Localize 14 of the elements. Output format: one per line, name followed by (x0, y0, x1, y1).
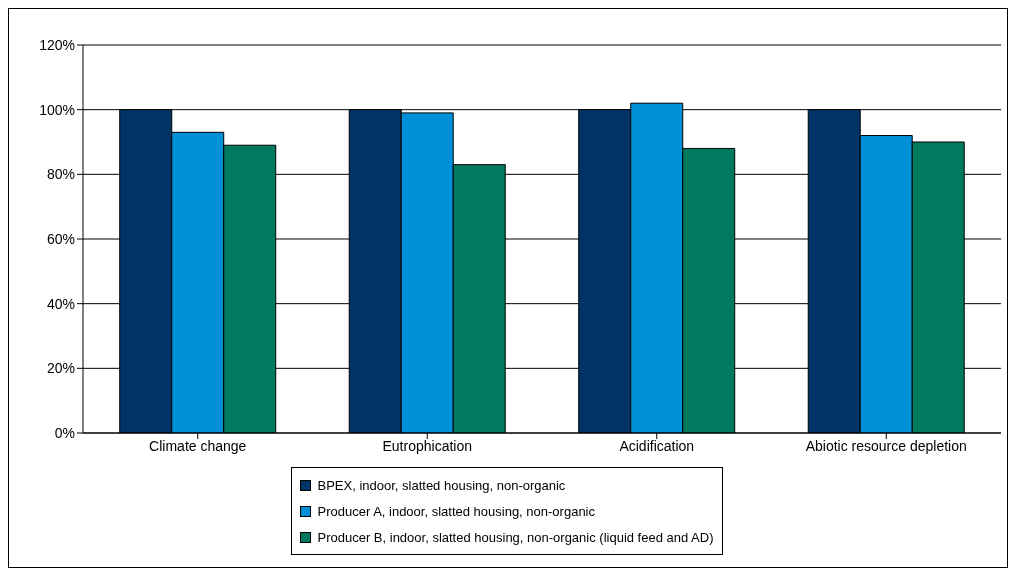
x-tick-label: Climate change (149, 437, 247, 454)
y-tick-label: 40% (46, 295, 75, 312)
legend-label: Producer B, indoor, slatted housing, non-organic (liquid feed and AD) (317, 529, 714, 545)
y-tick-label: 100% (39, 101, 75, 118)
legend-label: BPEX, indoor, slatted housing, non-organic (317, 477, 566, 493)
y-tick-label: 20% (46, 360, 75, 377)
x-tick-label: Abiotic resource depletion (805, 437, 967, 454)
y-tick-label: 120% (39, 36, 75, 53)
y-tick-label: 60% (46, 230, 75, 247)
x-tick-label: Eutrophication (382, 437, 473, 454)
x-tick-label: Acidification (619, 437, 695, 454)
legend-label: Producer A, indoor, slatted housing, non-organic (317, 503, 595, 519)
y-tick-label: 0% (54, 424, 75, 441)
y-tick-label: 80% (46, 166, 75, 183)
